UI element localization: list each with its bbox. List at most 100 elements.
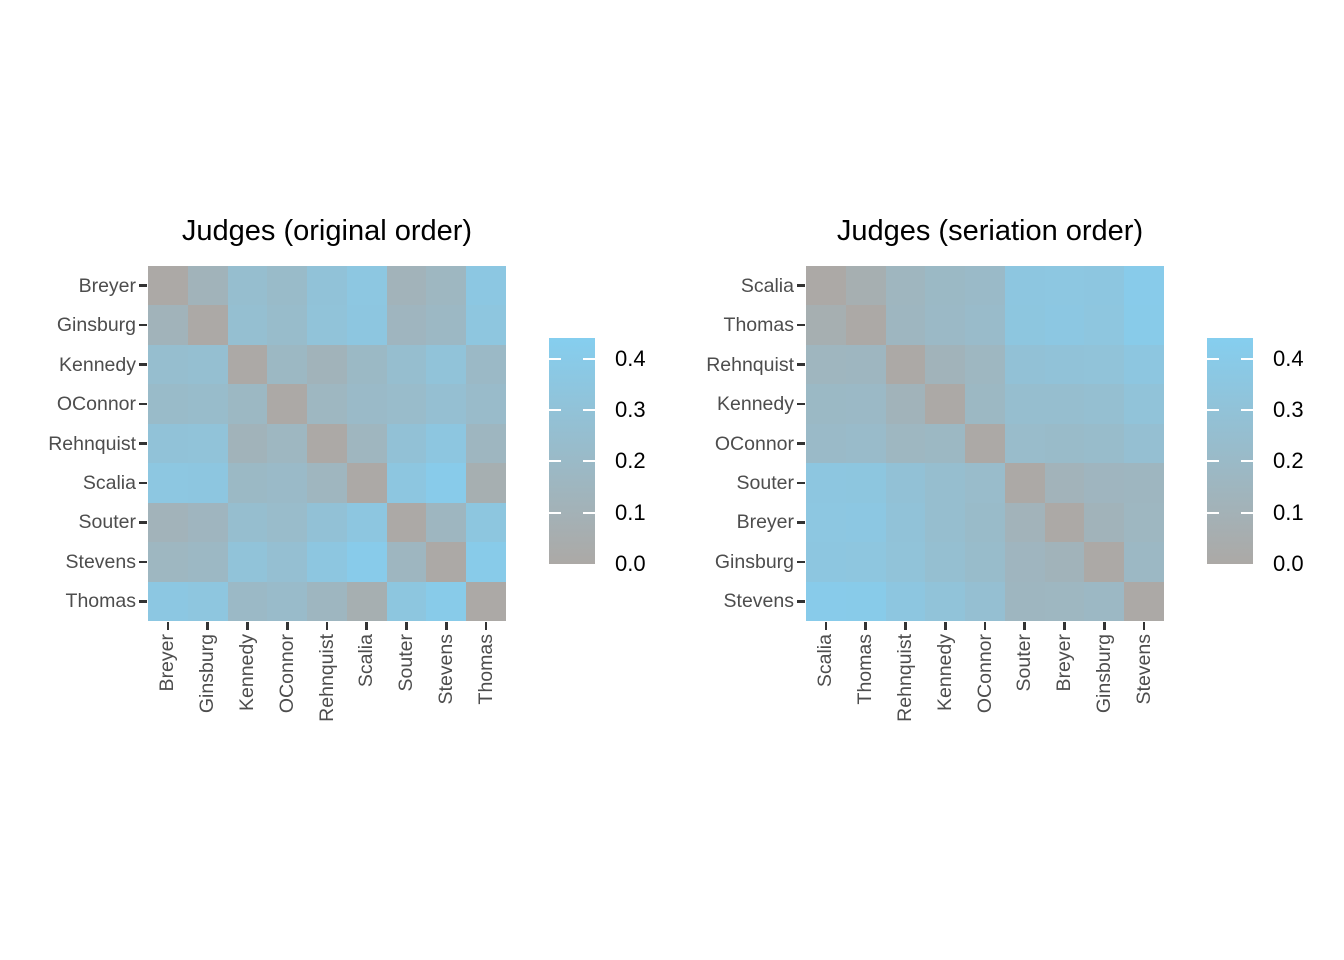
heatmap-cell	[188, 542, 228, 582]
heatmap-cell	[307, 463, 347, 503]
heatmap-cell	[846, 582, 886, 621]
heatmap-cell	[347, 582, 387, 621]
heatmap-cell	[148, 582, 188, 621]
heatmap-cell	[307, 266, 347, 305]
legend-tick	[583, 408, 595, 411]
legend-tick	[583, 357, 595, 360]
x-axis-tick	[904, 622, 907, 630]
x-axis-tick	[943, 622, 947, 630]
heatmap-cell	[188, 345, 228, 384]
y-axis-tick	[139, 442, 147, 445]
y-axis-tick	[797, 481, 805, 485]
heatmap-cell	[426, 305, 466, 345]
x-axis-label-text: Breyer	[1053, 634, 1076, 692]
heatmap-cell	[886, 345, 925, 384]
heatmap-cell	[267, 503, 307, 542]
x-axis-label: Rehnquist	[314, 634, 340, 759]
x-axis-label: Thomas	[473, 634, 499, 759]
heatmap-cell	[228, 424, 267, 463]
x-axis-label-text: OConnor	[275, 634, 298, 714]
y-axis-label: Breyer	[78, 274, 136, 297]
x-axis-label-text: Rehnquist	[893, 634, 916, 722]
y-axis-tick	[797, 284, 805, 288]
x-axis-label: Breyer	[155, 634, 181, 759]
heatmap-cell	[1005, 266, 1045, 305]
heatmap-cell	[148, 345, 188, 384]
heatmap-cell	[228, 345, 267, 384]
y-axis-tick	[139, 481, 147, 485]
legend-tick-label: 0.2	[1273, 448, 1304, 474]
y-axis-tick	[139, 363, 147, 366]
heatmap-cell	[886, 266, 925, 305]
x-axis-tick	[445, 622, 448, 630]
heatmap-cell	[347, 305, 387, 345]
y-axis-label: Rehnquist	[706, 353, 794, 376]
x-axis-tick	[325, 622, 329, 630]
heatmap-cell	[426, 582, 466, 621]
x-axis-label-text: Souter	[1013, 634, 1036, 692]
heatmap-cell	[1084, 503, 1124, 542]
heatmap-cell	[806, 345, 846, 384]
heatmap-cell	[806, 463, 846, 503]
heatmap-cell	[188, 503, 228, 542]
heatmap-cell	[148, 424, 188, 463]
heatmap-cell	[347, 384, 387, 424]
y-axis-label: Kennedy	[59, 353, 136, 376]
heatmap-cell	[1084, 384, 1124, 424]
x-axis-label: Thomas	[853, 634, 879, 759]
heatmap-cell	[925, 582, 965, 621]
x-axis-tick	[285, 622, 289, 630]
heatmap-cell	[1005, 384, 1045, 424]
x-axis-label-text: Kennedy	[933, 634, 956, 711]
heatmap-cell	[806, 503, 846, 542]
heatmap-cell	[267, 582, 307, 621]
panel-title: Judges (seriation order)	[836, 215, 1144, 247]
legend-tick	[1207, 511, 1219, 514]
heatmap-cell	[228, 384, 267, 424]
heatmap-cell	[886, 582, 925, 621]
legend-tick	[549, 357, 561, 360]
heatmap-cell	[188, 582, 228, 621]
heatmap-cell	[387, 384, 426, 424]
y-axis-label: Souter	[78, 511, 136, 534]
y-axis-label: Rehnquist	[48, 432, 136, 455]
heatmap-cell	[466, 384, 506, 424]
heatmap-cell	[426, 542, 466, 582]
x-axis-label: Ginsburg	[195, 634, 221, 759]
heatmap-cell	[925, 345, 965, 384]
heatmap-cell	[1005, 305, 1045, 345]
heatmap-cell	[846, 384, 886, 424]
x-axis-label-text: Rehnquist	[315, 634, 338, 722]
x-axis-label: Souter	[394, 634, 420, 759]
heatmap-cell	[965, 542, 1005, 582]
heatmap-cell	[806, 582, 846, 621]
heatmap-cell	[267, 384, 307, 424]
heatmap-cell	[466, 266, 506, 305]
y-axis-label: OConnor	[56, 393, 136, 416]
heatmap-grid	[806, 266, 1164, 621]
heatmap-cell	[387, 582, 426, 621]
x-axis-label: Stevens	[433, 634, 459, 759]
heatmap-cell	[387, 345, 426, 384]
heatmap-cell	[347, 266, 387, 305]
heatmap-cell	[965, 503, 1005, 542]
heatmap-cell	[307, 384, 347, 424]
panel-title: Judges (original order)	[181, 215, 473, 247]
heatmap-cell	[426, 345, 466, 384]
y-axis-tick	[797, 599, 805, 603]
heatmap-cell	[1124, 305, 1164, 345]
heatmap-cell	[1124, 582, 1164, 621]
y-axis-tick	[139, 599, 147, 603]
heatmap-grid	[148, 266, 506, 621]
y-axis-label: Ginsburg	[56, 314, 136, 337]
heatmap-cell	[1124, 542, 1164, 582]
heatmap-cell	[148, 503, 188, 542]
legend-tick	[1207, 408, 1219, 411]
x-axis-label-text: Scalia	[355, 634, 378, 688]
x-axis-label-text: Stevens	[434, 634, 457, 705]
heatmap-cell	[925, 542, 965, 582]
heatmap-cell	[466, 503, 506, 542]
legend-tick-label: 0.1	[615, 499, 646, 525]
heatmap-cell	[426, 424, 466, 463]
heatmap-cell	[1084, 542, 1124, 582]
